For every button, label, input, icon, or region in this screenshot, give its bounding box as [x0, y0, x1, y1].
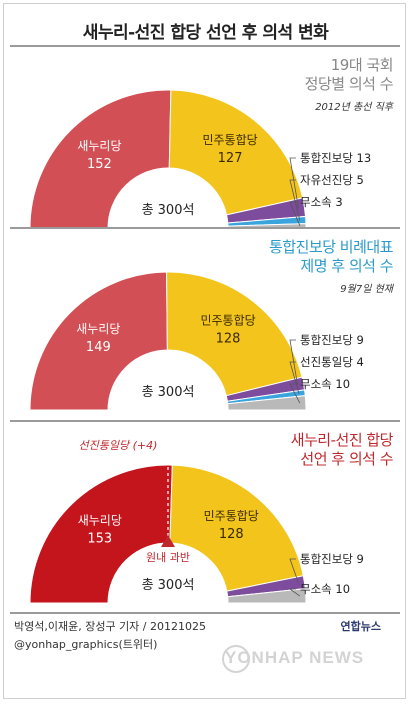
total-label: 총 300석 — [142, 203, 195, 218]
slice-value-label: 153 — [87, 532, 112, 547]
callout-line — [289, 179, 301, 221]
callout-label: 통합진보당 9 — [300, 333, 364, 347]
callout-label: 자유선진당 5 — [300, 173, 364, 187]
credit-reporters: 박영석,이재윤, 장성구 기자 / 20121025 — [14, 620, 206, 633]
callout-label: 통합진보당 13 — [300, 151, 371, 165]
annotation-added-seats: 선진통일당 (+4) — [79, 439, 158, 452]
slice-value-label: 128 — [219, 527, 244, 542]
slice-value-label: 152 — [87, 157, 112, 172]
annotation-majority: 원내 과반 — [146, 551, 190, 564]
divider-middle — [10, 227, 400, 229]
slice-value-label: 149 — [86, 340, 111, 355]
callout-label: 무소속 10 — [300, 582, 350, 596]
total-label: 총 300석 — [142, 385, 195, 400]
slice-name-label: 민주통합당 — [204, 509, 259, 523]
chart-panel-election: 새누리당 152 민주통합당 127 통합진보당 13 자유선진당 5 무소속 3 총 300… — [0, 48, 411, 258]
slice-4 — [227, 588, 307, 604]
slice-value-label: 127 — [218, 151, 243, 166]
divider-bottom — [10, 612, 400, 614]
watermark-circle-icon — [222, 645, 250, 673]
half-donut-chart: 새누리당 152 민주통합당 127 통합진보당 13 자유선진당 5 무소속 3 총 300… — [29, 89, 371, 229]
watermark: YONHAP NEWS — [225, 648, 365, 667]
callout-line — [289, 558, 299, 584]
callout-label: 통합진보당 9 — [300, 552, 364, 566]
callout-line — [288, 588, 301, 597]
callout-line — [289, 157, 299, 209]
panel-note: 2012년 총선 직후 — [315, 102, 393, 113]
slice-2 — [169, 464, 304, 592]
divider-lower — [10, 420, 400, 422]
slice-5 — [227, 395, 307, 411]
callout-label: 선진통일당 4 — [300, 355, 364, 369]
callout-label: 무소속 3 — [300, 195, 343, 209]
slice-2 — [166, 271, 303, 397]
callout-label: 무소속 10 — [300, 377, 350, 391]
callout-line — [289, 383, 301, 404]
yonhap-logo: 연합뉴스 — [340, 620, 381, 633]
slice-1 — [29, 464, 173, 604]
total-label: 총 300석 — [142, 578, 195, 593]
slice-name-label: 민주통합당 — [202, 133, 257, 147]
callout-line — [289, 339, 298, 385]
majority-marker-icon — [161, 535, 175, 547]
divider-top — [10, 45, 400, 47]
slice-2 — [168, 89, 304, 216]
slice-name-label: 새누리당 — [76, 322, 120, 336]
callout-line — [289, 361, 300, 394]
callout-line — [289, 201, 301, 227]
half-donut-chart: 새누리당 153 민주통합당 128 통합진보당 9 무소속 10 총 300석 선진통일당 … — [29, 439, 364, 604]
slice-value-label: 128 — [216, 332, 241, 347]
panel-note: 9월7일 현재 — [340, 284, 393, 295]
chart-panel-expulsion: 새누리당 149 민주통합당 128 통합진보당 9 선진통일당 4 무소속 10 총 300… — [0, 230, 411, 440]
credit-twitter: @yonhap_graphics(트위터) — [14, 638, 158, 651]
panel-heading: 통합진보당 비례대표 제명 후 의석 수 — [269, 238, 393, 275]
panel-heading: 새누리-선진 합당 선언 후 의석 수 — [290, 431, 394, 468]
panel-heading: 19대 국회 정당별 의석 수 — [304, 56, 394, 93]
chart-panel-merger: 새누리당 153 민주통합당 128 통합진보당 9 무소속 10 총 300석 선진통일당 … — [0, 423, 411, 633]
page-title: 새누리-선진 합당 선언 후 의석 변화 — [82, 23, 329, 43]
half-donut-chart: 새누리당 149 민주통합당 128 통합진보당 9 선진통일당 4 무소속 10 총 300… — [29, 271, 364, 411]
slice-1 — [29, 271, 168, 411]
slice-name-label: 새누리당 — [78, 514, 122, 528]
slice-1 — [29, 89, 172, 229]
slice-name-label: 새누리당 — [77, 139, 121, 153]
slice-name-label: 민주통합당 — [200, 314, 255, 328]
